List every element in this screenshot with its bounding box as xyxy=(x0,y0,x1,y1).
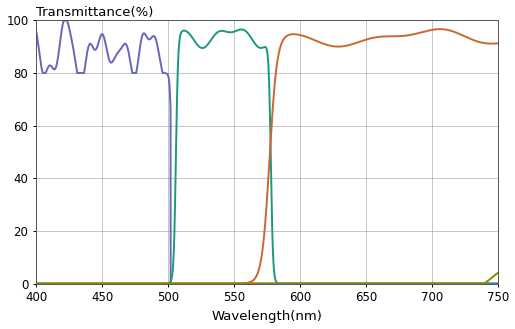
Text: Transmittance(%): Transmittance(%) xyxy=(36,6,153,19)
X-axis label: Wavelength(nm): Wavelength(nm) xyxy=(212,310,322,323)
